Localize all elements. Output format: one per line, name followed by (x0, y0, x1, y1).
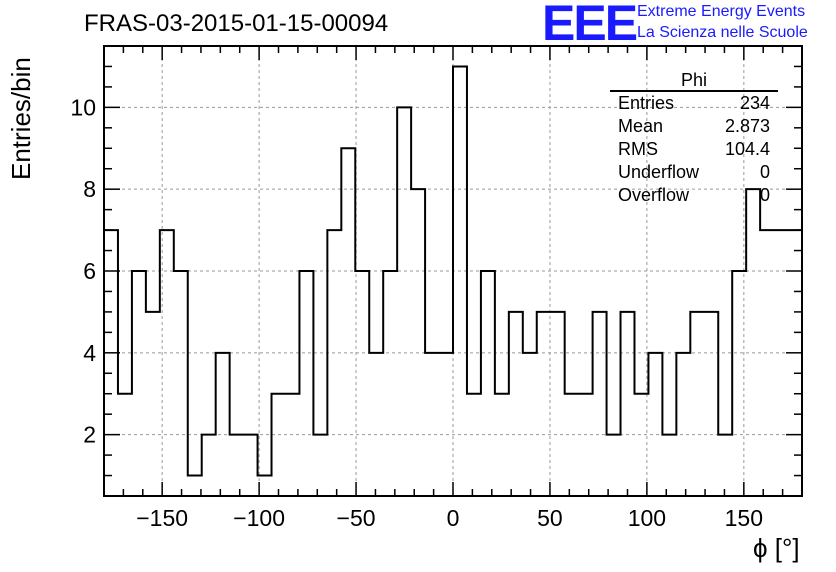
logo-line-1: Extreme Energy Events (637, 3, 806, 20)
x-tick-label: −50 (337, 505, 376, 531)
stats-value: 0 (759, 162, 770, 182)
stats-row-rms: RMS 104.4 (610, 138, 778, 161)
x-axis-label: ϕ [°] (753, 533, 800, 563)
stats-label: Mean (618, 116, 664, 136)
y-axis-label: Entries/bin (6, 57, 36, 180)
stats-label: Overflow (618, 185, 690, 205)
stats-row-underflow: Underflow 0 (610, 161, 778, 184)
x-tick-label: 50 (537, 505, 563, 531)
histogram-step-line (104, 65, 802, 477)
tick-labels: −150 −100 −50 0 50 100 150 2 4 6 8 10 (70, 94, 763, 531)
stats-row-mean: Mean 2.873 (610, 115, 778, 138)
x-tick-label: 0 (447, 505, 460, 531)
axis-ticks (103, 46, 803, 496)
x-tick-label: 100 (628, 505, 666, 531)
stats-value: 0 (759, 185, 770, 205)
chart-title: FRAS-03-2015-01-15-00094 (84, 10, 389, 37)
stats-label: Underflow (618, 162, 700, 182)
y-tick-label: 8 (83, 176, 96, 202)
stats-row-overflow: Overflow 0 (610, 184, 778, 207)
x-tick-label: −100 (233, 505, 285, 531)
logo-line-2: La Scienza nelle Scuole (637, 24, 808, 41)
stats-label: RMS (618, 139, 658, 159)
stats-row-entries: Entries 234 (610, 92, 778, 115)
x-tick-label: −150 (136, 505, 188, 531)
y-tick-label: 6 (83, 258, 96, 284)
stats-box: Phi Entries 234 Mean 2.873 RMS 104.4 Und… (610, 70, 778, 207)
stats-value: 234 (739, 93, 770, 113)
stats-value: 104.4 (724, 139, 770, 159)
stats-label: Entries (618, 93, 675, 113)
y-tick-label: 10 (70, 94, 96, 120)
x-tick-label: 150 (725, 505, 763, 531)
eee-logo: EEE (542, 0, 638, 51)
stats-value: 2.873 (724, 116, 770, 136)
y-tick-label: 4 (83, 340, 96, 366)
y-tick-label: 2 (83, 422, 96, 448)
stats-title: Phi (610, 70, 778, 92)
